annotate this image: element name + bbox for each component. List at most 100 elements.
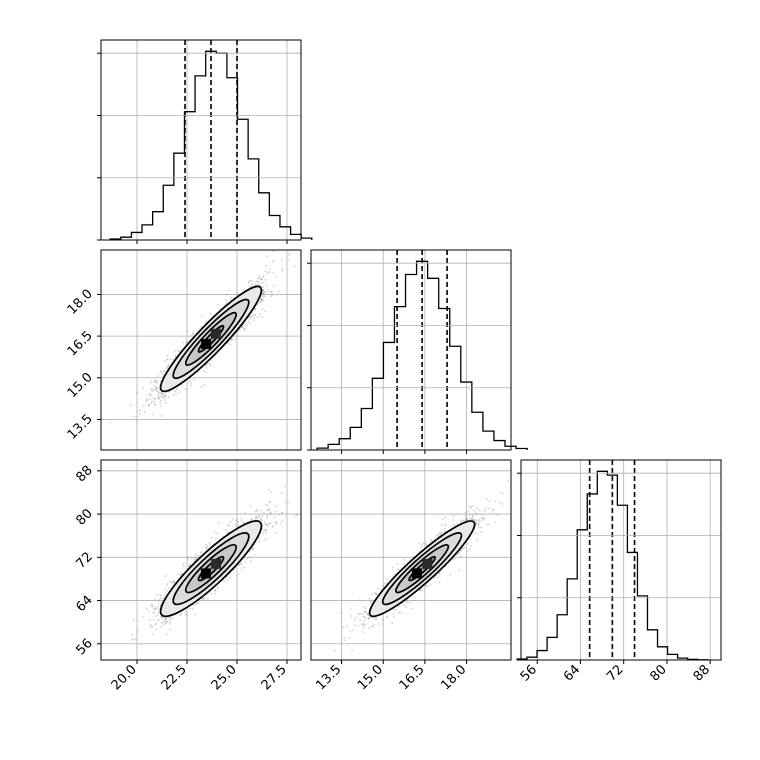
sample-point bbox=[237, 331, 239, 333]
sample-point bbox=[160, 415, 163, 417]
sample-point bbox=[272, 250, 275, 253]
sample-point bbox=[444, 523, 447, 526]
sample-point bbox=[202, 597, 204, 600]
sample-point bbox=[151, 413, 154, 416]
sample-point bbox=[268, 501, 271, 504]
sample-point bbox=[252, 319, 255, 322]
sample-point bbox=[165, 584, 168, 587]
sample-point bbox=[197, 371, 200, 374]
sample-point bbox=[262, 281, 265, 284]
density-peak bbox=[211, 558, 222, 569]
sample-point bbox=[284, 485, 286, 488]
sample-point bbox=[194, 603, 197, 606]
sample-point bbox=[160, 371, 163, 374]
sample-point bbox=[138, 413, 141, 415]
sample-point bbox=[231, 338, 233, 341]
sample-point bbox=[160, 393, 163, 396]
sample-point bbox=[274, 521, 277, 523]
sample-point bbox=[159, 594, 162, 597]
sample-point bbox=[268, 508, 271, 511]
sample-point bbox=[374, 618, 377, 621]
sample-point bbox=[264, 521, 266, 523]
sample-point bbox=[180, 572, 183, 575]
sample-point bbox=[494, 521, 497, 524]
sample-point bbox=[438, 573, 441, 575]
sample-point bbox=[246, 557, 249, 559]
sample-point bbox=[266, 504, 269, 507]
sample-point bbox=[171, 617, 174, 620]
sample-point bbox=[374, 592, 377, 595]
sample-point bbox=[262, 295, 264, 298]
sample-point bbox=[272, 261, 275, 264]
sample-point bbox=[259, 277, 262, 280]
sample-point bbox=[248, 315, 251, 318]
sample-point bbox=[155, 628, 158, 631]
sample-point bbox=[161, 621, 164, 624]
sample-point bbox=[258, 274, 261, 277]
sample-point bbox=[157, 374, 159, 377]
sample-point bbox=[159, 597, 162, 600]
histogram-panel-1 bbox=[97, 39, 313, 241]
sample-point bbox=[266, 255, 268, 258]
sample-point bbox=[261, 307, 264, 310]
sample-point bbox=[158, 396, 161, 399]
sample-point bbox=[154, 398, 156, 401]
sample-point bbox=[419, 589, 422, 592]
sample-point bbox=[152, 611, 155, 613]
sample-point bbox=[413, 596, 416, 598]
panel-frame bbox=[100, 459, 302, 661]
sample-point bbox=[261, 289, 264, 292]
sample-point bbox=[176, 388, 179, 391]
sample-point bbox=[213, 531, 216, 534]
sample-point bbox=[295, 514, 297, 517]
sample-point bbox=[157, 618, 160, 621]
sample-point bbox=[371, 617, 374, 619]
sample-point bbox=[264, 523, 267, 526]
sample-point bbox=[162, 396, 165, 399]
sample-point bbox=[260, 517, 262, 520]
sample-point bbox=[269, 522, 272, 525]
sample-point bbox=[261, 294, 264, 297]
density-peak bbox=[200, 568, 211, 579]
sample-point bbox=[349, 629, 352, 632]
sample-point bbox=[269, 510, 271, 512]
sample-point bbox=[258, 277, 261, 280]
sample-point bbox=[367, 617, 370, 620]
sample-point bbox=[274, 532, 277, 535]
sample-point bbox=[263, 528, 266, 531]
sample-point bbox=[157, 388, 160, 391]
sample-point bbox=[154, 381, 157, 383]
sample-point bbox=[206, 593, 209, 596]
sample-point bbox=[256, 280, 258, 283]
sample-point bbox=[172, 581, 174, 583]
sample-point bbox=[173, 581, 176, 584]
sample-point bbox=[251, 280, 254, 282]
sample-point bbox=[200, 314, 203, 317]
panel-frame bbox=[100, 39, 302, 241]
sample-point bbox=[156, 594, 159, 597]
sample-point bbox=[155, 386, 158, 389]
sample-point bbox=[205, 364, 208, 367]
sample-point bbox=[258, 536, 261, 539]
sample-point bbox=[204, 321, 207, 324]
sample-point bbox=[159, 594, 162, 597]
sample-point bbox=[453, 524, 456, 526]
sample-point bbox=[227, 523, 229, 526]
sample-point bbox=[265, 264, 267, 267]
sample-point bbox=[464, 511, 467, 514]
sample-point bbox=[262, 289, 265, 291]
sample-point bbox=[192, 332, 194, 335]
sample-point bbox=[265, 538, 268, 540]
sample-point bbox=[269, 267, 271, 270]
sample-point bbox=[163, 619, 166, 622]
sample-point bbox=[155, 622, 157, 625]
sample-point bbox=[242, 324, 244, 327]
sample-point bbox=[230, 296, 232, 299]
sample-point bbox=[243, 288, 246, 291]
sample-point bbox=[165, 391, 167, 394]
sample-point bbox=[265, 284, 268, 287]
sample-point bbox=[209, 364, 212, 367]
sample-point bbox=[172, 580, 175, 583]
sample-point bbox=[169, 618, 172, 621]
